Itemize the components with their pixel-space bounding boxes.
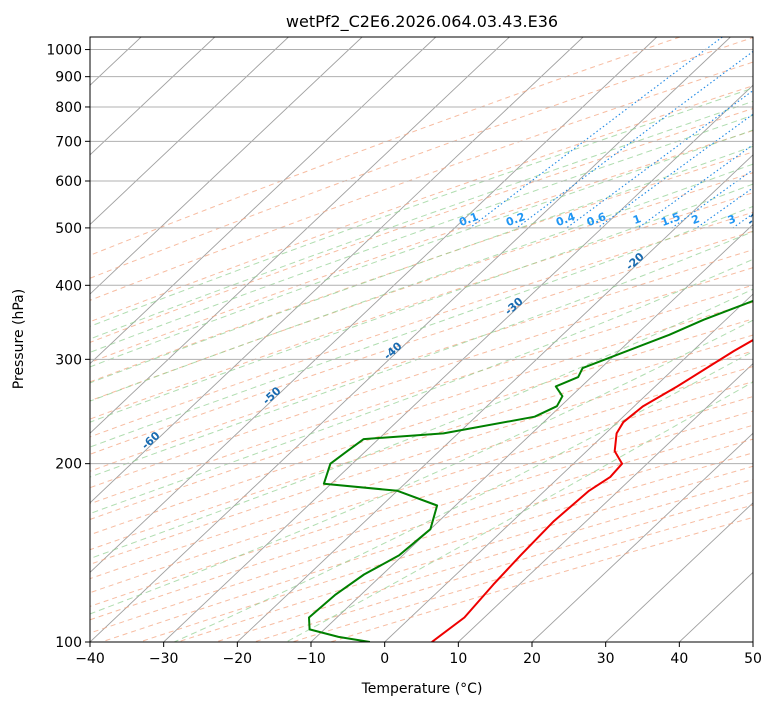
dry-adiabat-label: -20	[623, 250, 647, 273]
dry-adiabat-line	[254, 491, 753, 642]
dry-adiabat-line	[90, 230, 753, 455]
x-tick-label: −10	[296, 651, 326, 667]
plot-area: -100-90-80-70-60-50-40-30-20-10010203040…	[18, 36, 775, 667]
x-tick-label: −30	[149, 651, 179, 667]
dry-adiabat-line	[90, 37, 681, 256]
dry-adiabat-line	[90, 424, 753, 634]
dry-adiabat-line	[90, 107, 753, 343]
dry-adiabat-line	[90, 301, 753, 520]
y-tick-label: 900	[55, 70, 82, 86]
pressure-grid	[90, 49, 753, 642]
moist-adiabat-line	[90, 205, 753, 448]
dry-adiabat-line	[90, 350, 753, 565]
moist-adiabat-line	[90, 183, 753, 423]
dry-adiabat-line	[90, 211, 753, 438]
x-tick-label: 20	[523, 651, 541, 667]
dewpoint-line	[308, 299, 753, 642]
plot-frame	[89, 36, 754, 643]
y-axis: 100 200 300 400 500 600 700 800 900 1000	[46, 43, 90, 651]
isotherm-line	[90, 37, 731, 642]
background-lines	[90, 37, 775, 642]
y-tick-label: 500	[55, 221, 82, 237]
isotherm-line	[458, 363, 753, 642]
x-tick-label: −20	[223, 651, 253, 667]
isotherm-line	[90, 37, 363, 295]
y-tick-label: 100	[55, 635, 82, 651]
x-axis: −40 −30 −20 −10 0 10 20 30 40 50	[75, 642, 762, 667]
profile-series	[308, 299, 753, 642]
mixing-ratio-line	[597, 113, 753, 229]
chart-title: wetPf2_C2E6.2026.064.03.43.E36	[286, 12, 558, 32]
moist-adiabat-line	[90, 100, 753, 340]
mixing-ratio-line	[696, 187, 753, 229]
dry-adiabat-line	[215, 478, 753, 642]
y-axis-title: Pressure (hPa)	[11, 289, 27, 389]
dry-adiabat-line	[90, 365, 753, 580]
dry-adiabat-line	[90, 318, 753, 536]
mixing-ratio-label: 1.5	[659, 210, 682, 229]
y-tick-label: 300	[55, 352, 82, 368]
mixing-ratio-label: 2	[690, 212, 702, 227]
x-tick-label: 50	[744, 651, 762, 667]
dry-adiabat-label: -70	[18, 474, 42, 497]
x-tick-label: 30	[597, 651, 615, 667]
isotherm-line	[90, 37, 584, 504]
dry-adiabat-line	[90, 395, 753, 607]
mixing-ratio-line	[732, 213, 753, 229]
x-tick-label: 0	[380, 651, 389, 667]
dry-adiabat-line	[101, 438, 753, 642]
dry-adiabat-line	[139, 452, 753, 642]
isotherm-line	[90, 37, 437, 365]
y-tick-label: 600	[55, 174, 82, 190]
mixing-ratio-label: 0.6	[585, 210, 608, 229]
isotherm-line	[90, 37, 216, 156]
mixing-ratio-line	[671, 169, 753, 229]
moist-adiabat-line	[285, 381, 753, 642]
moist-adiabat-line	[90, 163, 753, 402]
y-tick-label: 800	[55, 100, 82, 116]
x-tick-label: 40	[670, 651, 688, 667]
x-axis-title: Temperature (°C)	[361, 681, 483, 697]
moist-adiabat-line	[173, 350, 753, 642]
dry-adiabat-label: -50	[260, 384, 284, 407]
mixing-ratio-line	[566, 89, 753, 229]
isotherm-line	[384, 293, 753, 642]
isotherm-line	[90, 37, 658, 574]
mixing-ratio-label: 4	[752, 212, 764, 227]
moist-adiabat-line	[90, 319, 753, 615]
isotherm-line	[531, 432, 753, 642]
isotherm-line	[752, 641, 753, 642]
dry-adiabat-line	[90, 61, 753, 301]
isotherm-line	[90, 37, 289, 226]
dry-adiabat-label: -60	[139, 429, 163, 452]
moist-adiabat-line	[90, 288, 753, 560]
mixing-ratio-line	[637, 144, 753, 229]
dry-adiabat-line	[90, 410, 753, 621]
y-tick-label: 700	[55, 134, 82, 150]
isotherm-line	[237, 154, 753, 642]
dry-adiabat-line	[90, 37, 753, 279]
mixing-ratio-label: 0.1	[457, 210, 480, 229]
mixing-ratio-label: 0.2	[504, 210, 527, 229]
mixing-ratio-line	[469, 37, 723, 229]
mixing-ratio-label: 1	[631, 212, 643, 227]
temperature-line	[431, 338, 753, 642]
moist-adiabat-line	[90, 87, 753, 327]
x-tick-label: −40	[75, 651, 105, 667]
isotherm-line	[605, 502, 753, 642]
dry-adiabat-line	[90, 267, 753, 489]
mixing-ratio-label: 3	[726, 212, 738, 227]
y-tick-label: 200	[55, 457, 82, 473]
x-tick-label: 10	[449, 651, 467, 667]
isotherm-line	[163, 84, 753, 642]
y-tick-label: 400	[55, 278, 82, 294]
isotherm-line	[90, 37, 510, 434]
dry-adiabat-label: -10	[744, 205, 768, 228]
dry-adiabat-line	[90, 85, 753, 323]
mixing-ratio-line	[760, 37, 775, 228]
mixing-ratio-label: 0.4	[554, 210, 577, 229]
y-tick-label: 1000	[46, 43, 82, 59]
